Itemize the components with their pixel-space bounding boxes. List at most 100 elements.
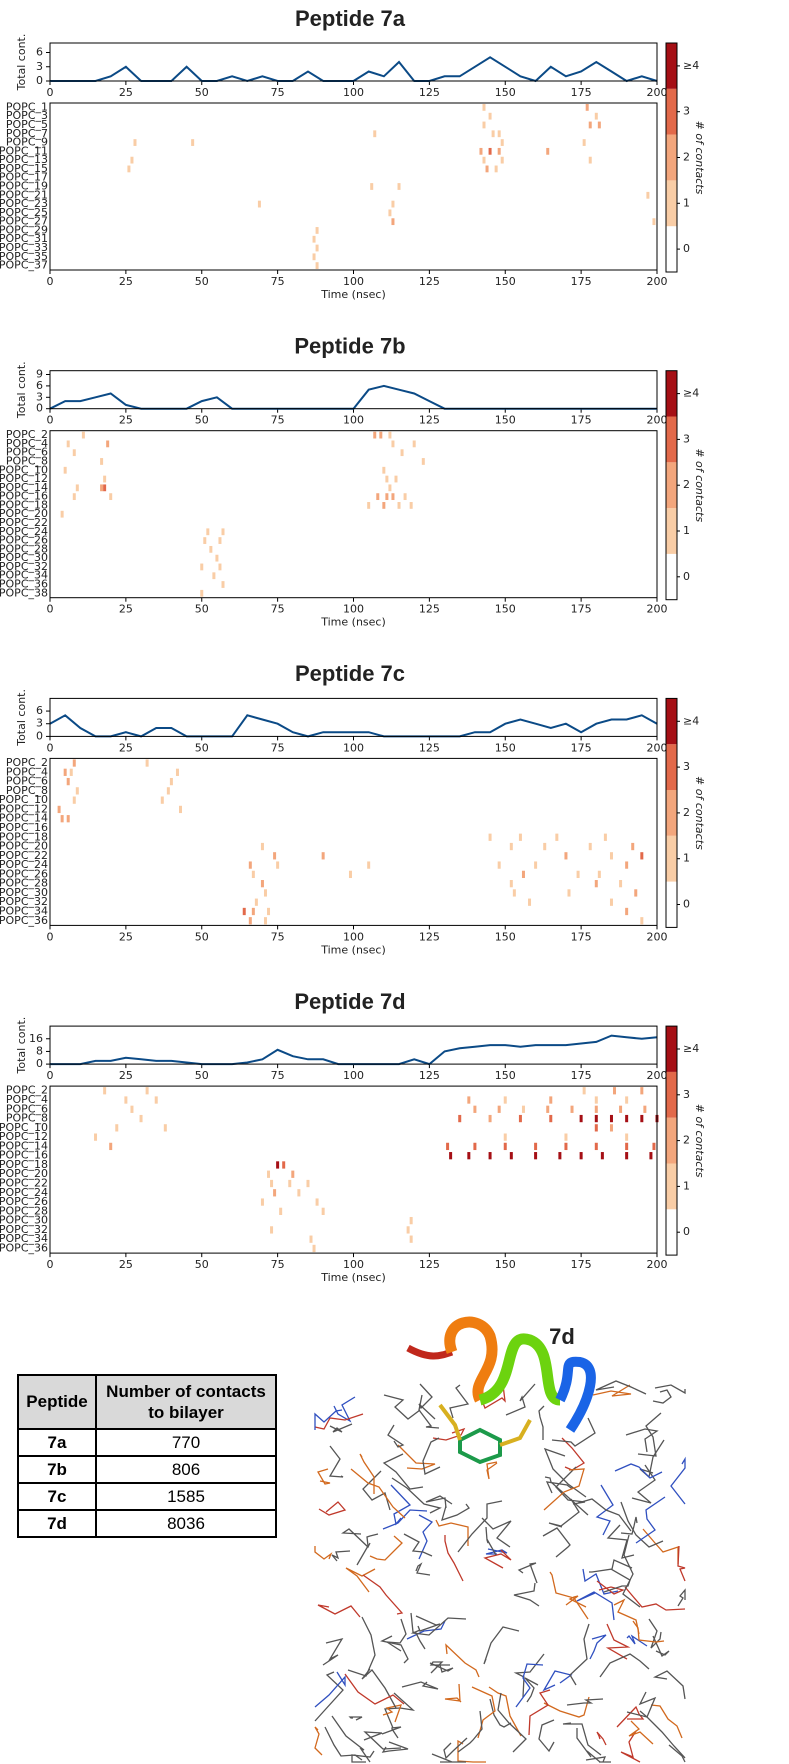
colorbar-band <box>666 553 677 600</box>
contact-cell <box>397 502 401 509</box>
contact-cell <box>497 147 501 155</box>
figure-label: 7d <box>549 1324 575 1349</box>
y-tick-label: POPC_37 <box>0 259 48 272</box>
contact-cell <box>66 815 70 823</box>
contact-cell <box>288 1179 292 1188</box>
lipid <box>391 1477 442 1514</box>
contact-cell <box>503 1133 507 1141</box>
contact-cell <box>394 475 398 483</box>
x-tick-label: 175 <box>571 275 592 288</box>
lipid <box>628 1720 654 1745</box>
lipid <box>359 1453 375 1494</box>
x-tick-label: 0 <box>47 603 54 616</box>
y-tick-label: POPC_12 <box>0 1130 48 1143</box>
contact-cell <box>564 1133 568 1141</box>
lipid <box>317 1604 361 1618</box>
lipid <box>620 1501 664 1548</box>
y-tick-label: POPC_4 <box>6 437 48 450</box>
contact-cell <box>588 156 592 164</box>
contact-cell <box>385 493 389 501</box>
contact-cell <box>106 440 110 448</box>
lipid <box>654 1384 686 1395</box>
colorbar-tick-label: 2 <box>683 806 690 819</box>
contact-cell <box>321 852 325 860</box>
y-tick-label: POPC_31 <box>0 232 48 245</box>
lipid <box>348 1716 363 1721</box>
colorbar-band <box>666 1209 677 1256</box>
contact-cell <box>72 759 76 767</box>
y-tick-label: POPC_22 <box>0 1177 48 1190</box>
y-tick-label: POPC_18 <box>0 498 48 511</box>
y-tick-label: POPC_30 <box>0 886 48 899</box>
lipid <box>314 1726 323 1756</box>
y-tick-label: POPC_38 <box>0 586 48 599</box>
x-tick-label: 0 <box>47 414 54 427</box>
contact-cell <box>218 563 222 571</box>
y-axis-label: Total cont. <box>15 689 28 747</box>
lipid <box>410 1612 426 1650</box>
lipid <box>457 1500 503 1553</box>
lipid <box>344 1673 405 1705</box>
y-tick-label: POPC_32 <box>0 560 48 573</box>
contact-cell <box>60 510 64 518</box>
contact-cell <box>625 1152 629 1160</box>
x-tick-label: 175 <box>571 1069 592 1082</box>
lipid <box>397 1444 436 1470</box>
plot-frame <box>49 1025 658 1065</box>
y-axis-label: Total cont. <box>15 361 28 419</box>
contact-cell <box>588 842 592 851</box>
x-tick-label: 25 <box>119 603 133 616</box>
lipid <box>314 1413 364 1430</box>
y-axis-label: Total cont. <box>15 1017 28 1075</box>
x-tick-label: 125 <box>419 275 440 288</box>
contact-cell <box>594 1114 598 1123</box>
helix <box>555 1356 596 1433</box>
lipid <box>677 1588 686 1607</box>
lipid <box>390 1484 412 1526</box>
lipid <box>443 1737 468 1760</box>
contact-cell <box>279 1207 283 1215</box>
contact-cell <box>521 870 525 879</box>
y-tick-label: POPC_32 <box>0 895 48 908</box>
lipid <box>528 1689 551 1736</box>
x-tick-label: 75 <box>271 86 285 99</box>
x-tick-label: 100 <box>343 414 364 427</box>
contact-cell <box>497 130 501 138</box>
contact-cell <box>643 1105 647 1113</box>
lipid <box>314 1671 346 1708</box>
contact-cell <box>500 139 504 146</box>
colorbar-band <box>666 1163 677 1210</box>
contact-cell <box>315 227 319 234</box>
contact-cell <box>306 1179 310 1188</box>
y-tick-label: POPC_26 <box>0 534 48 547</box>
table-cell: 806 <box>95 1455 277 1484</box>
colorbar-tick-label: 2 <box>683 478 690 491</box>
contact-cell <box>579 1152 583 1160</box>
table-cell: 7c <box>17 1482 97 1511</box>
lipid <box>562 1722 602 1756</box>
contact-cell <box>72 796 76 804</box>
contact-cell <box>534 1152 538 1160</box>
lipid <box>637 1412 662 1457</box>
colorbar-tick-label: 1 <box>683 196 690 209</box>
y-tick-label: POPC_8 <box>6 784 48 797</box>
lipid <box>485 1526 497 1556</box>
x-tick-label: 50 <box>195 414 209 427</box>
y-tick-label: POPC_14 <box>0 812 48 825</box>
colorbar-tick-label: 0 <box>683 898 690 911</box>
x-tick-label: 50 <box>195 1069 209 1082</box>
x-tick-label: 100 <box>343 741 364 754</box>
contact-cell <box>640 852 644 860</box>
contact-cell <box>625 1096 629 1104</box>
x-tick-label: 0 <box>47 1258 54 1271</box>
contact-cell <box>512 889 516 897</box>
lipid <box>481 1517 512 1548</box>
contact-cell <box>479 147 483 155</box>
lipid <box>625 1428 659 1453</box>
x-tick-label: 150 <box>495 86 516 99</box>
contact-cell <box>518 833 522 841</box>
contact-cell <box>640 1087 644 1095</box>
lipid <box>538 1719 555 1753</box>
contact-cell <box>528 898 532 906</box>
